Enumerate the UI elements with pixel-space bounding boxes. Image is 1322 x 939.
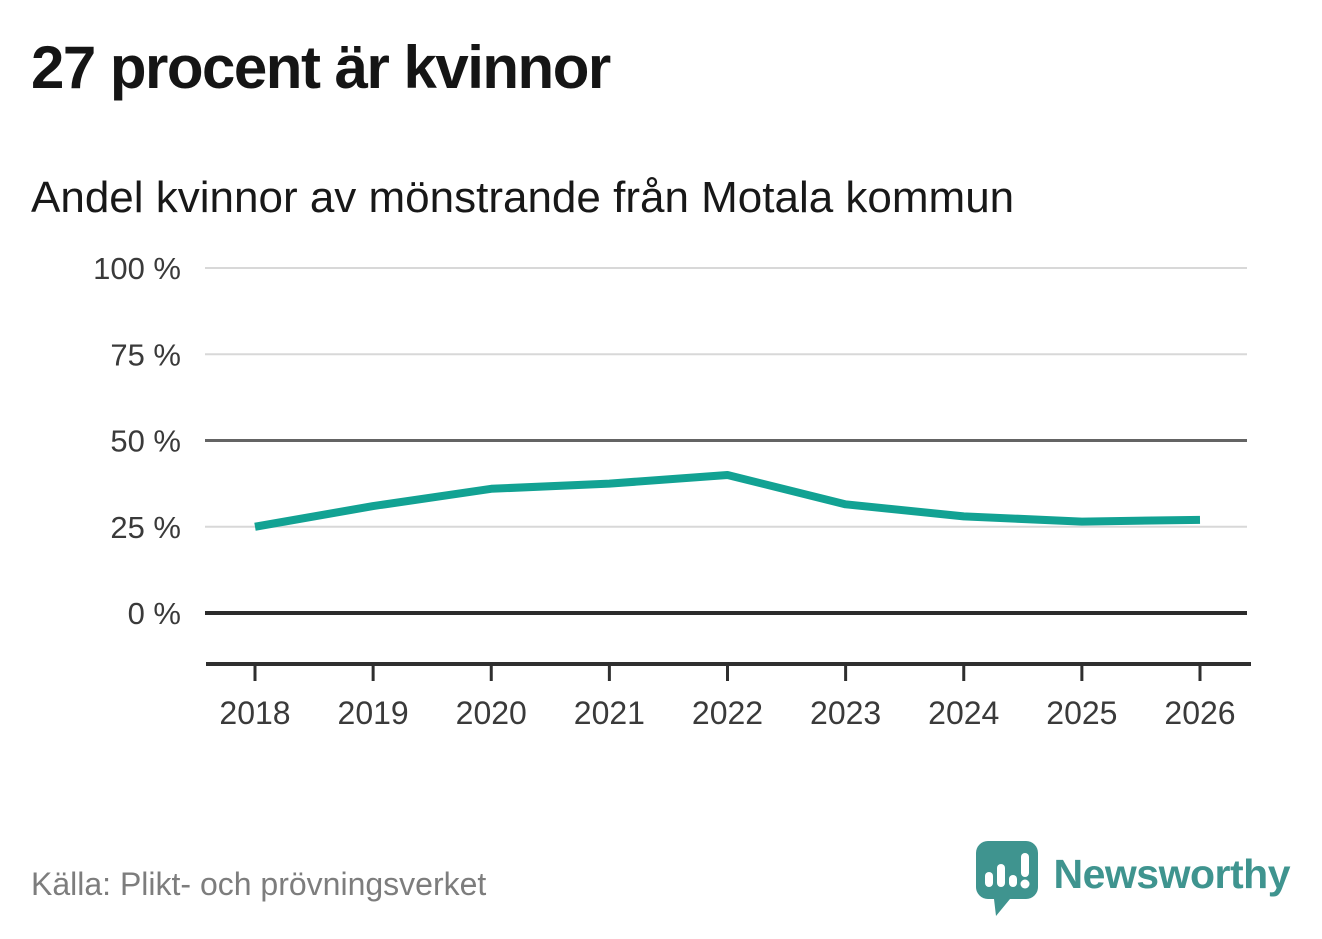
data-line-andel-kvinnor-av-m-nstrande (254, 471, 1201, 531)
y-tick-label-25: 25 % (110, 510, 181, 545)
x-tick-label-2018: 2018 (219, 695, 290, 731)
x-tick-label-2022: 2022 (692, 695, 763, 731)
y-tick-label-75: 75 % (110, 337, 181, 372)
chart-subtitle: Andel kvinnor av mönstrande från Motala … (31, 173, 1015, 222)
bar-chart-speech-bubble-icon (975, 841, 1038, 916)
y-tick-label-0: 0 % (128, 596, 181, 631)
x-tick-label-2024: 2024 (928, 695, 999, 731)
brand-name: Newsworthy (1053, 850, 1291, 897)
x-tick-label-2019: 2019 (338, 695, 409, 731)
x-tick-label-2026: 2026 (1164, 695, 1235, 731)
x-tick-label-2021: 2021 (574, 695, 645, 731)
page-title: 27 procent är kvinnor (31, 34, 611, 101)
x-tick-label-2020: 2020 (456, 695, 527, 731)
y-tick-label-50: 50 % (110, 424, 181, 459)
x-tick-label-2023: 2023 (810, 695, 881, 731)
source-note: Källa: Plikt- och prövningsverket (31, 866, 487, 902)
brand-logo: Newsworthy (974, 840, 1291, 920)
y-tick-label-100: 100 % (93, 251, 181, 286)
x-tick-label-2025: 2025 (1046, 695, 1117, 731)
line-chart: 0 % 25 % 50 % 75 % 100 % 2018 2019 2020 2021 2022… (93, 251, 1251, 731)
